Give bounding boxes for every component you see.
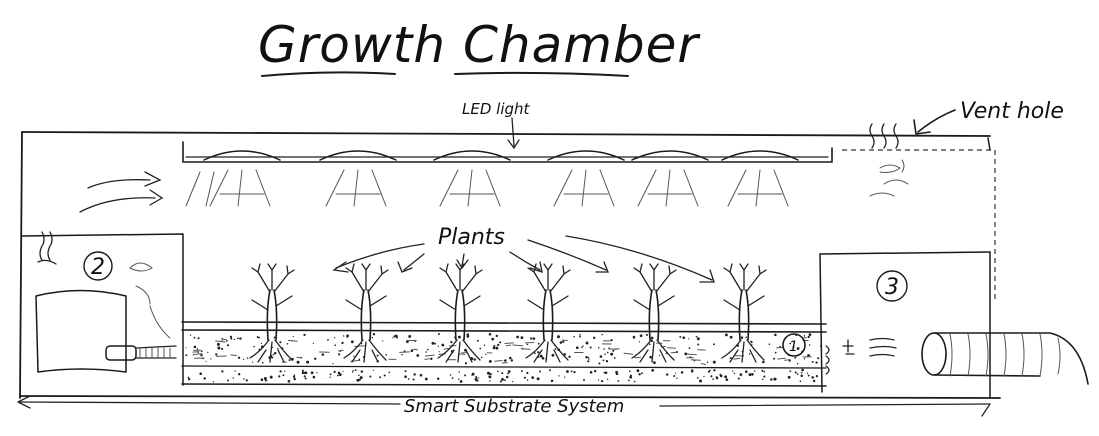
plant <box>631 263 677 363</box>
led-lamps <box>203 150 799 161</box>
plant <box>721 263 767 363</box>
title-group: Growth Chamber <box>258 16 701 77</box>
substrate-texture <box>185 332 822 383</box>
led-pointer <box>511 117 515 147</box>
marker-3-circle <box>876 270 908 302</box>
light-ray <box>325 169 387 207</box>
airflow-arrows-left <box>79 171 164 213</box>
vent-label: Vent hole <box>960 99 1064 124</box>
led-label-group: LED light <box>462 100 531 150</box>
vent-airflow-icon <box>869 123 909 197</box>
led-lamp <box>721 150 799 161</box>
light-ray <box>209 169 271 207</box>
compartment-2: 2 <box>21 231 184 386</box>
title-underline-1 <box>261 71 396 77</box>
vent-arrow <box>917 109 956 133</box>
diagram-title: Growth Chamber <box>258 16 701 74</box>
led-light-rays <box>185 169 789 207</box>
plant <box>437 263 483 363</box>
led-lamp <box>631 150 709 161</box>
led-lamp <box>433 150 511 161</box>
plant <box>249 263 295 363</box>
substrate-system-label: Smart Substrate System <box>404 396 624 417</box>
marker-3-label: 3 <box>885 275 899 300</box>
marker-1-label: 1 <box>789 339 798 355</box>
light-ray <box>727 169 789 207</box>
light-ray <box>637 169 699 207</box>
led-lamp <box>203 150 281 161</box>
compartment-3: 3 <box>819 251 991 393</box>
marker-1: 1 <box>782 333 806 357</box>
plant <box>343 263 389 363</box>
substrate-system-label-group: Smart Substrate System <box>17 395 991 417</box>
air-duct <box>921 332 1089 385</box>
marker-2-circle <box>83 251 113 281</box>
plant <box>525 263 571 363</box>
title-underline-2 <box>454 71 629 77</box>
substrate-tray <box>181 321 827 387</box>
chamber-outline <box>19 131 1001 399</box>
led-lamp <box>547 150 625 161</box>
marker-1-circle <box>782 333 806 357</box>
vent-label-group: Vent hole <box>913 99 1064 135</box>
led-light-fixture <box>182 141 833 163</box>
vent-arrow-head <box>913 119 931 135</box>
led-label: LED light <box>462 100 531 118</box>
plants-label-group: Plants <box>332 225 715 283</box>
led-pointer-tip <box>507 139 520 150</box>
led-lamp <box>319 150 397 161</box>
plants-label: Plants <box>438 225 505 250</box>
plants <box>249 263 767 363</box>
light-ray <box>439 169 501 207</box>
marker-2-label: 2 <box>91 255 105 280</box>
light-ray <box>553 169 615 207</box>
